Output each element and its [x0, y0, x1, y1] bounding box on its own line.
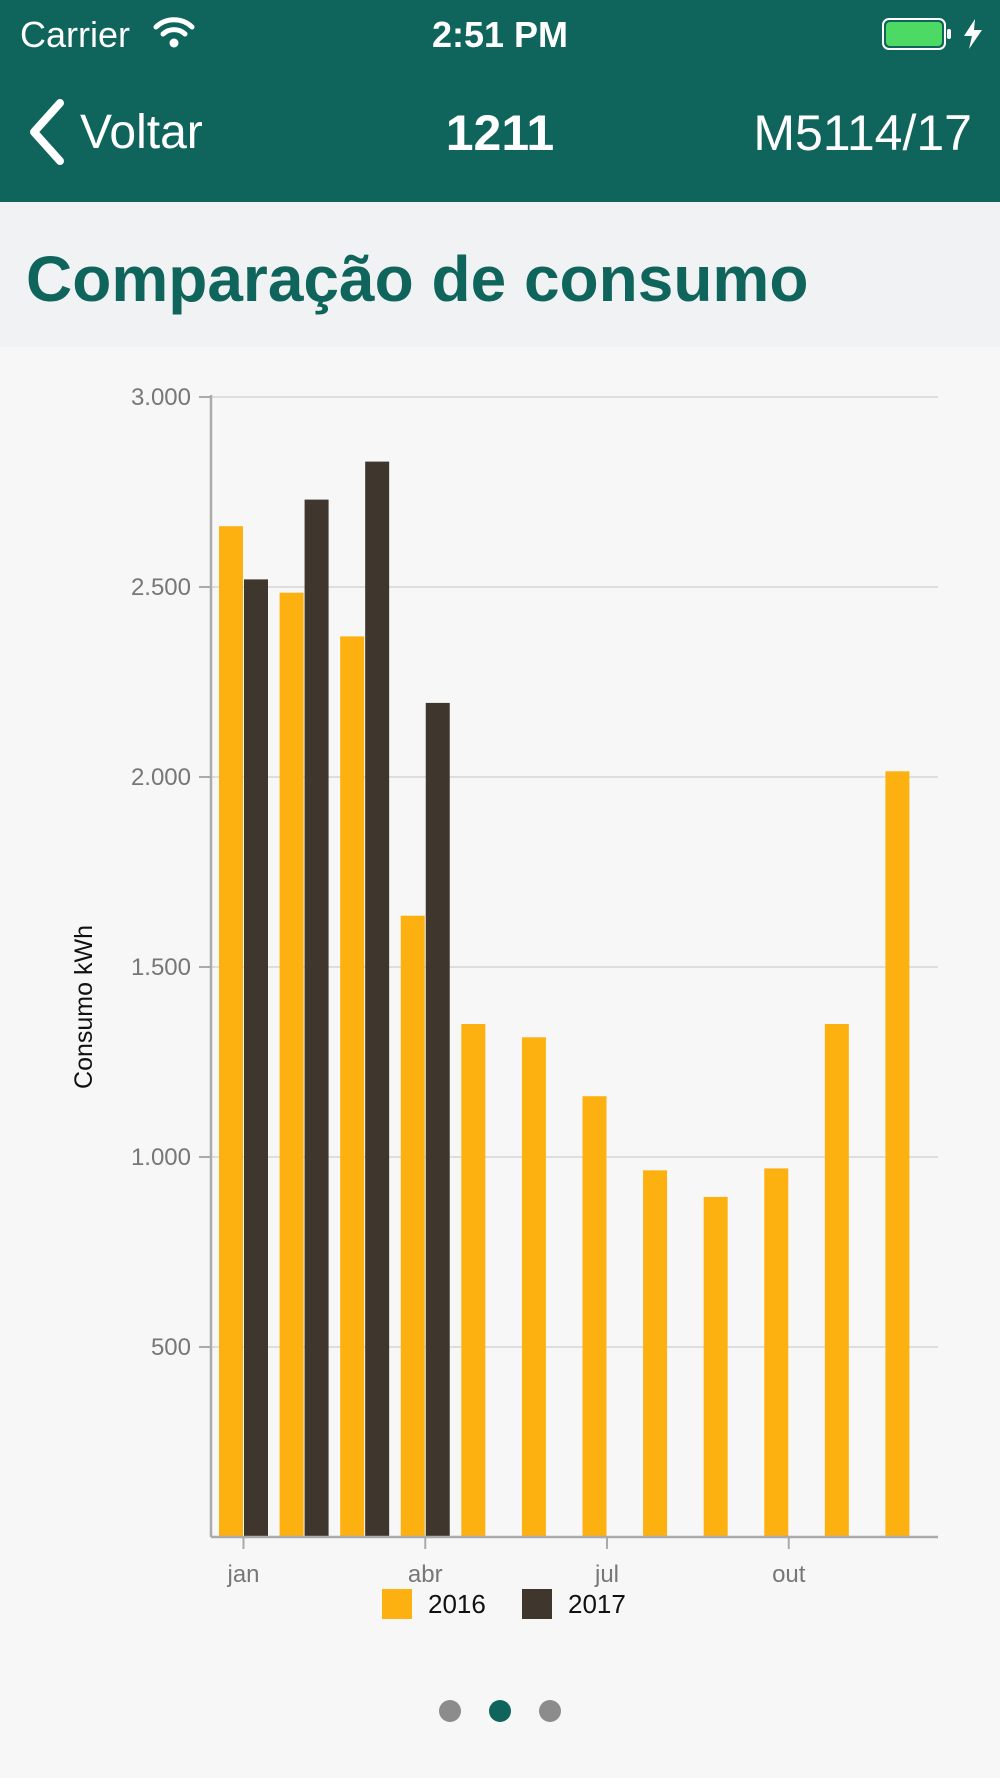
- battery-icon: [882, 18, 951, 50]
- wifi-icon: [153, 17, 195, 48]
- bar-2017: [425, 702, 450, 1537]
- status-time: 2:51 PM: [431, 14, 569, 55]
- back-button[interactable]: Voltar: [24, 92, 203, 172]
- legend-swatch-2016: [382, 1589, 412, 1619]
- bar-2017: [244, 579, 268, 1537]
- charging-icon: [964, 19, 982, 49]
- y-tick-label: 1.500: [131, 954, 191, 981]
- bar-2016: [582, 1096, 607, 1537]
- nav-bar: Voltar 1211 M5114/17: [0, 70, 1000, 202]
- section-title: Comparação de consumo: [26, 243, 809, 315]
- bar-2016: [764, 1168, 789, 1537]
- x-tick-label: out: [772, 1561, 806, 1588]
- bar-2016: [461, 1024, 486, 1537]
- bar-2016: [824, 1024, 849, 1537]
- bar-2016: [885, 771, 910, 1537]
- x-tick-label: jan: [226, 1561, 259, 1588]
- section-header: Comparação de consumo: [0, 202, 1000, 347]
- y-tick-label: 500: [151, 1334, 191, 1361]
- y-tick-label: 3.000: [131, 384, 191, 411]
- consumption-bar-chart: 500 1.000 1.500 2.000 2.500 3.000 jan abr jul out…: [70, 384, 938, 1619]
- bar-2016: [219, 526, 243, 1537]
- status-bar: Carrier 2:51 PM: [0, 0, 1000, 70]
- page-indicator: [0, 1700, 1000, 1722]
- bar-2017: [304, 499, 329, 1538]
- y-tick-label: 2.500: [131, 574, 191, 601]
- nav-subtitle: M5114/17: [753, 105, 972, 161]
- bar-2017: [365, 461, 390, 1538]
- x-tick-label: abr: [408, 1561, 443, 1588]
- bar-2016: [521, 1037, 546, 1537]
- page-dot[interactable]: [539, 1700, 561, 1722]
- x-tick-label: jul: [594, 1561, 619, 1588]
- bar-2016: [400, 915, 425, 1537]
- legend-label: 2017: [568, 1589, 626, 1619]
- back-label: Voltar: [80, 105, 203, 159]
- chevron-left-icon: [30, 99, 64, 165]
- y-tick-label: 1.000: [131, 1144, 191, 1171]
- y-axis-label: Consumo kWh: [70, 925, 98, 1089]
- page-dot[interactable]: [489, 1700, 511, 1722]
- carrier-label: Carrier: [20, 14, 131, 55]
- legend-label: 2016: [428, 1589, 486, 1619]
- page-dot[interactable]: [439, 1700, 461, 1722]
- bar-2016: [643, 1170, 668, 1537]
- app-header: Carrier 2:51 PM Voltar 1211 M5114/17: [0, 0, 1000, 202]
- bar-2016: [340, 636, 365, 1537]
- legend-swatch-2017: [522, 1589, 552, 1619]
- bar-2016: [703, 1196, 728, 1537]
- nav-title: 1211: [445, 105, 555, 161]
- y-tick-label: 2.000: [131, 764, 191, 791]
- bar-2016: [279, 592, 304, 1537]
